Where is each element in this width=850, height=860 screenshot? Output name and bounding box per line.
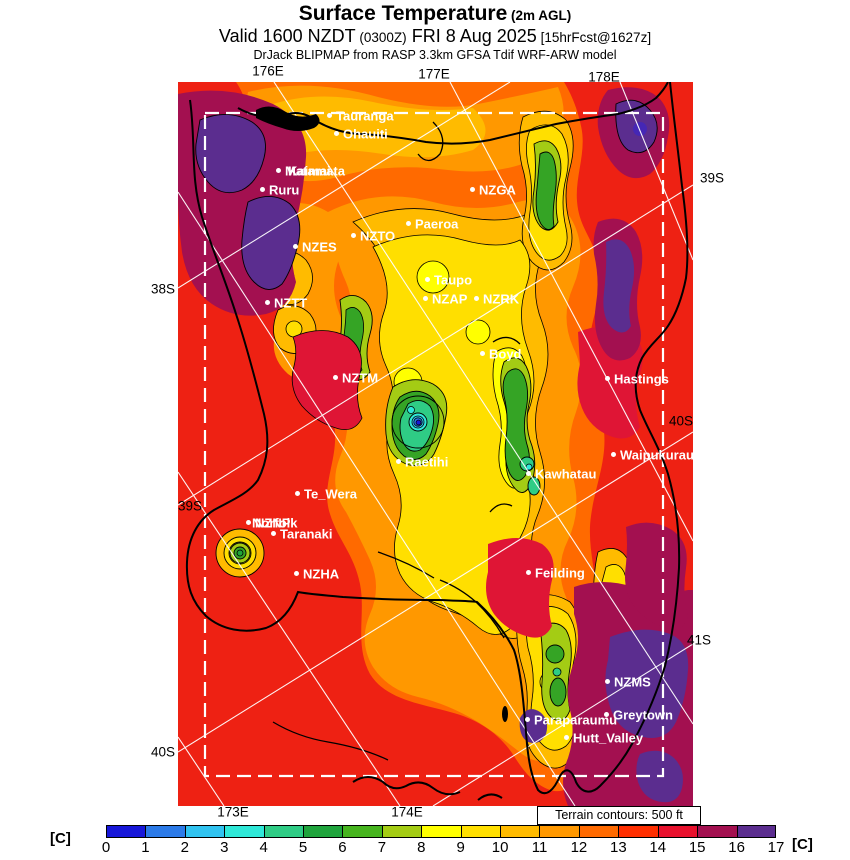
grid-label: 39S [699,170,725,186]
valid-line: Valid 1600 NZDT (0300Z) FRI 8 Aug 2025 [… [0,26,850,47]
colorbar-unit-right: [C] [792,836,813,853]
tauranga-harbour [256,106,320,131]
colorbar-tick: 13 [610,839,627,856]
colorbar-segment [263,825,304,838]
page-title: Surface Temperature [298,2,508,25]
hot-dark-layers [178,87,693,806]
grid-label: 38S [150,281,176,297]
grid-label: 40S [668,413,694,429]
colorbar-tick: 7 [377,839,387,856]
domain-boundary-box [203,111,665,778]
colorbar-segment [539,825,579,838]
colorbar-tick: 17 [767,839,785,856]
colorbar-segment [697,825,737,838]
colorbar-segment [657,825,698,838]
colorbar-segment [381,825,422,838]
colorbar-segment [460,825,501,838]
colorbar-segment [184,825,225,838]
colorbar-tick: 1 [141,839,150,856]
colorbar-tick: 8 [417,839,426,856]
valid-time: Valid 1600 NZDT [218,26,356,47]
colorbar-tick: 11 [531,839,548,856]
colorbar-tick: 9 [456,839,465,856]
colorbar [106,825,776,838]
colorbar-segment [500,825,540,838]
graticule-lines [178,82,693,806]
model-line: DrJack BLIPMAP from RASP 3.3km GFSA Tdif… [253,47,617,62]
colorbar-unit-left: [C] [50,830,71,847]
colorbar-tick: 10 [491,839,509,856]
grid-label: 177E [418,66,450,82]
forecast-tag: [15hrFcst@1627z] [540,30,652,46]
colorbar-segment [342,825,382,838]
colorbar-tick: 5 [298,839,308,856]
colorbar-segment [145,825,185,838]
colorbar-segment [736,825,776,838]
colorbar-segment [303,825,343,838]
valid-zulu: (0300Z) [359,30,407,46]
colorbar-tick: 15 [688,839,706,856]
colorbar-ticks: 0 1 2 3 4 5 6 7 8 9 10 11 12 13 14 15 16 17 [102,839,785,857]
colorbar-segment [106,825,146,838]
grid-label: 41S [686,632,712,648]
grid-label: 173E [217,804,249,820]
colorbar-tick: 3 [220,839,229,856]
grid-label: 178E [588,69,620,85]
temperature-field [178,82,693,806]
colorbar-tick: 4 [259,839,268,856]
grid-label: 174E [391,804,423,820]
terrain-note: Terrain contours: 500 ft [537,806,701,825]
colorbar-segment [224,825,264,838]
colorbar-tick: 6 [338,839,347,856]
colorbar-tick: 2 [180,839,189,856]
colorbar-segment [421,825,461,838]
title-agl: (2m AGL) [511,8,572,23]
grid-label: 39S [177,498,203,514]
colorbar-tick: 12 [570,839,588,856]
kapiti-island [502,706,508,722]
valid-date: FRI 8 Aug 2025 [411,26,537,47]
header: Surface Temperature (2m AGL) Valid 1600 … [0,2,850,62]
grid-label: 40S [150,744,176,760]
grid-label: 176E [252,63,284,79]
colorbar-tick: 0 [101,839,111,856]
colorbar-tick: 16 [728,839,745,856]
colorbar-segment [618,825,658,838]
cool-green-layers [229,140,572,722]
colorbar-tick: 14 [649,839,667,856]
colorbar-segment [578,825,619,838]
coastline [185,82,689,801]
title-line: Surface Temperature (2m AGL) [0,2,850,26]
